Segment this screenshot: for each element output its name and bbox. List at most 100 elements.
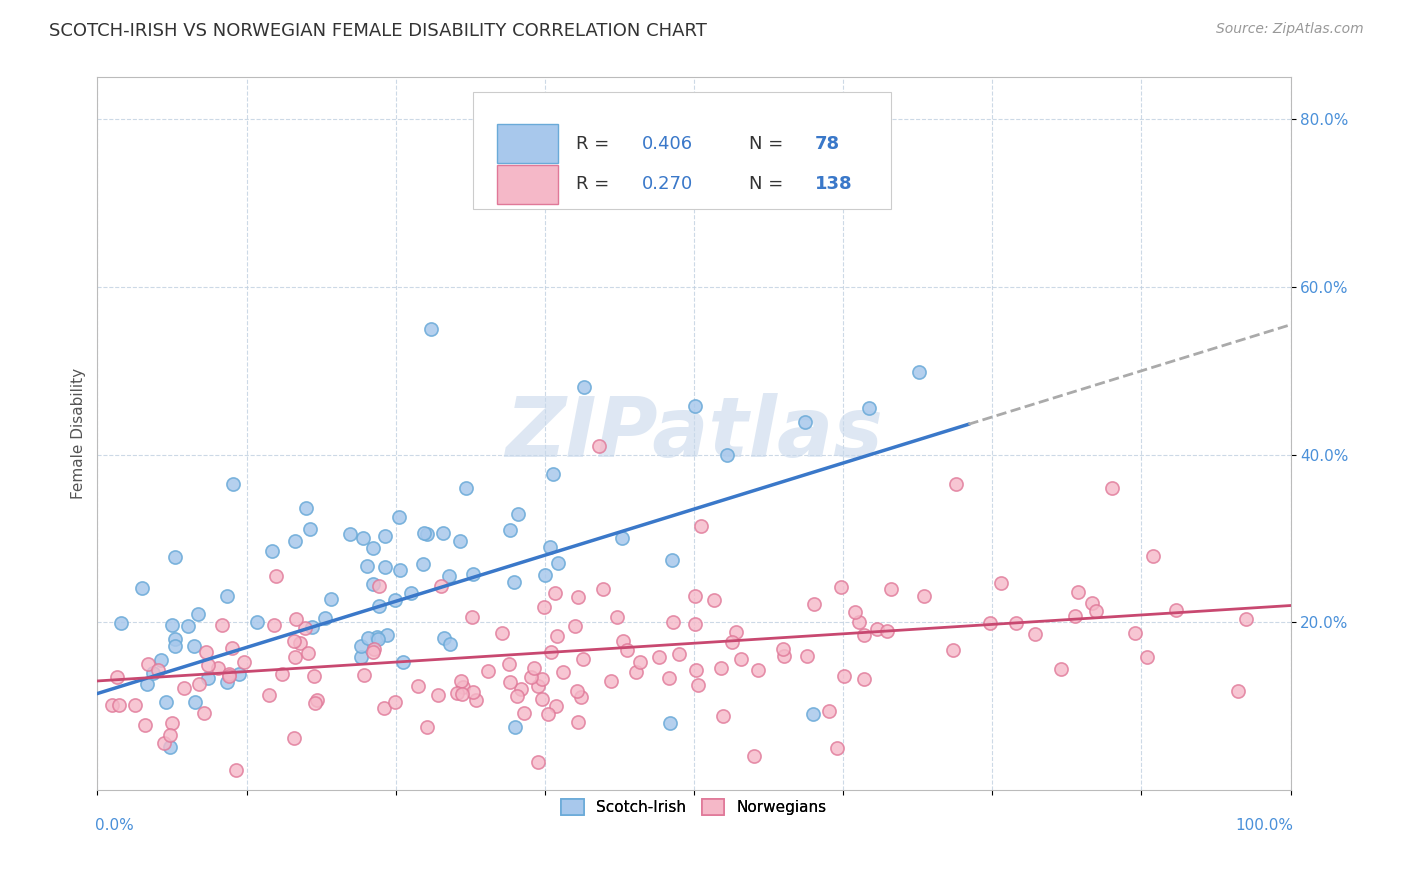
- Point: [540, 645, 562, 659]
- Point: [526, 679, 548, 693]
- Point: [503, 720, 526, 734]
- Point: [232, 655, 254, 669]
- Point: [801, 707, 824, 722]
- Point: [124, 698, 146, 712]
- Point: [361, 577, 384, 591]
- Point: [527, 756, 550, 770]
- Point: [101, 698, 124, 713]
- Point: [685, 663, 707, 677]
- Point: [218, 669, 240, 683]
- Point: [207, 661, 229, 675]
- Point: [368, 599, 391, 614]
- Point: [165, 632, 187, 647]
- Point: [683, 589, 706, 603]
- Point: [260, 544, 283, 558]
- Point: [544, 698, 567, 713]
- Point: [668, 647, 690, 661]
- Point: [519, 670, 541, 684]
- Point: [197, 658, 219, 673]
- Point: [352, 531, 374, 545]
- Point: [197, 671, 219, 685]
- Point: [503, 575, 526, 590]
- Point: [592, 582, 614, 596]
- Point: [432, 525, 454, 540]
- Point: [367, 632, 389, 646]
- Point: [544, 586, 567, 600]
- Point: [135, 676, 157, 690]
- Point: [599, 674, 621, 689]
- Point: [426, 688, 449, 702]
- Point: [509, 681, 531, 696]
- Point: [463, 567, 485, 582]
- Point: [433, 631, 456, 645]
- FancyBboxPatch shape: [498, 165, 558, 203]
- Point: [530, 672, 553, 686]
- Point: [163, 550, 186, 565]
- Point: [690, 519, 713, 533]
- Point: [628, 655, 651, 669]
- Point: [439, 568, 461, 582]
- Point: [314, 611, 336, 625]
- Point: [298, 522, 321, 536]
- Point: [384, 695, 406, 709]
- Point: [301, 620, 323, 634]
- Point: [173, 681, 195, 696]
- Point: [183, 639, 205, 653]
- Point: [454, 481, 477, 495]
- Point: [564, 619, 586, 633]
- Point: [284, 612, 307, 626]
- Point: [131, 581, 153, 595]
- Point: [773, 648, 796, 663]
- Point: [1142, 549, 1164, 563]
- Point: [505, 689, 527, 703]
- Point: [350, 650, 373, 665]
- Point: [221, 641, 243, 656]
- Point: [257, 688, 280, 702]
- Point: [461, 685, 484, 699]
- Point: [150, 652, 173, 666]
- Text: Source: ZipAtlas.com: Source: ZipAtlas.com: [1216, 22, 1364, 37]
- Point: [451, 687, 474, 701]
- Point: [107, 698, 129, 712]
- Point: [353, 668, 375, 682]
- Text: 0.270: 0.270: [641, 176, 693, 194]
- Text: 0.406: 0.406: [641, 135, 693, 153]
- Point: [703, 592, 725, 607]
- Text: 138: 138: [814, 176, 852, 194]
- Text: N =: N =: [749, 176, 789, 194]
- Point: [1136, 649, 1159, 664]
- Point: [439, 636, 461, 650]
- Point: [662, 615, 685, 629]
- Point: [446, 686, 468, 700]
- Point: [186, 607, 208, 621]
- Point: [356, 559, 378, 574]
- Point: [498, 657, 520, 671]
- Point: [730, 652, 752, 666]
- Point: [361, 645, 384, 659]
- Point: [412, 557, 434, 571]
- Point: [685, 617, 707, 632]
- Point: [294, 501, 316, 516]
- Point: [499, 674, 522, 689]
- Point: [110, 615, 132, 630]
- Point: [610, 531, 633, 545]
- Point: [491, 626, 513, 640]
- Point: [142, 666, 165, 681]
- Point: [716, 448, 738, 462]
- Point: [606, 610, 628, 624]
- Point: [508, 508, 530, 522]
- Point: [721, 635, 744, 649]
- Point: [1125, 626, 1147, 640]
- Point: [626, 665, 648, 679]
- Point: [688, 678, 710, 692]
- Point: [350, 640, 373, 654]
- FancyBboxPatch shape: [498, 125, 558, 163]
- Point: [1024, 627, 1046, 641]
- Point: [388, 510, 411, 524]
- Point: [569, 690, 592, 705]
- Point: [193, 706, 215, 720]
- Point: [567, 590, 589, 604]
- Point: [134, 717, 156, 731]
- Point: [979, 616, 1001, 631]
- Point: [907, 365, 929, 379]
